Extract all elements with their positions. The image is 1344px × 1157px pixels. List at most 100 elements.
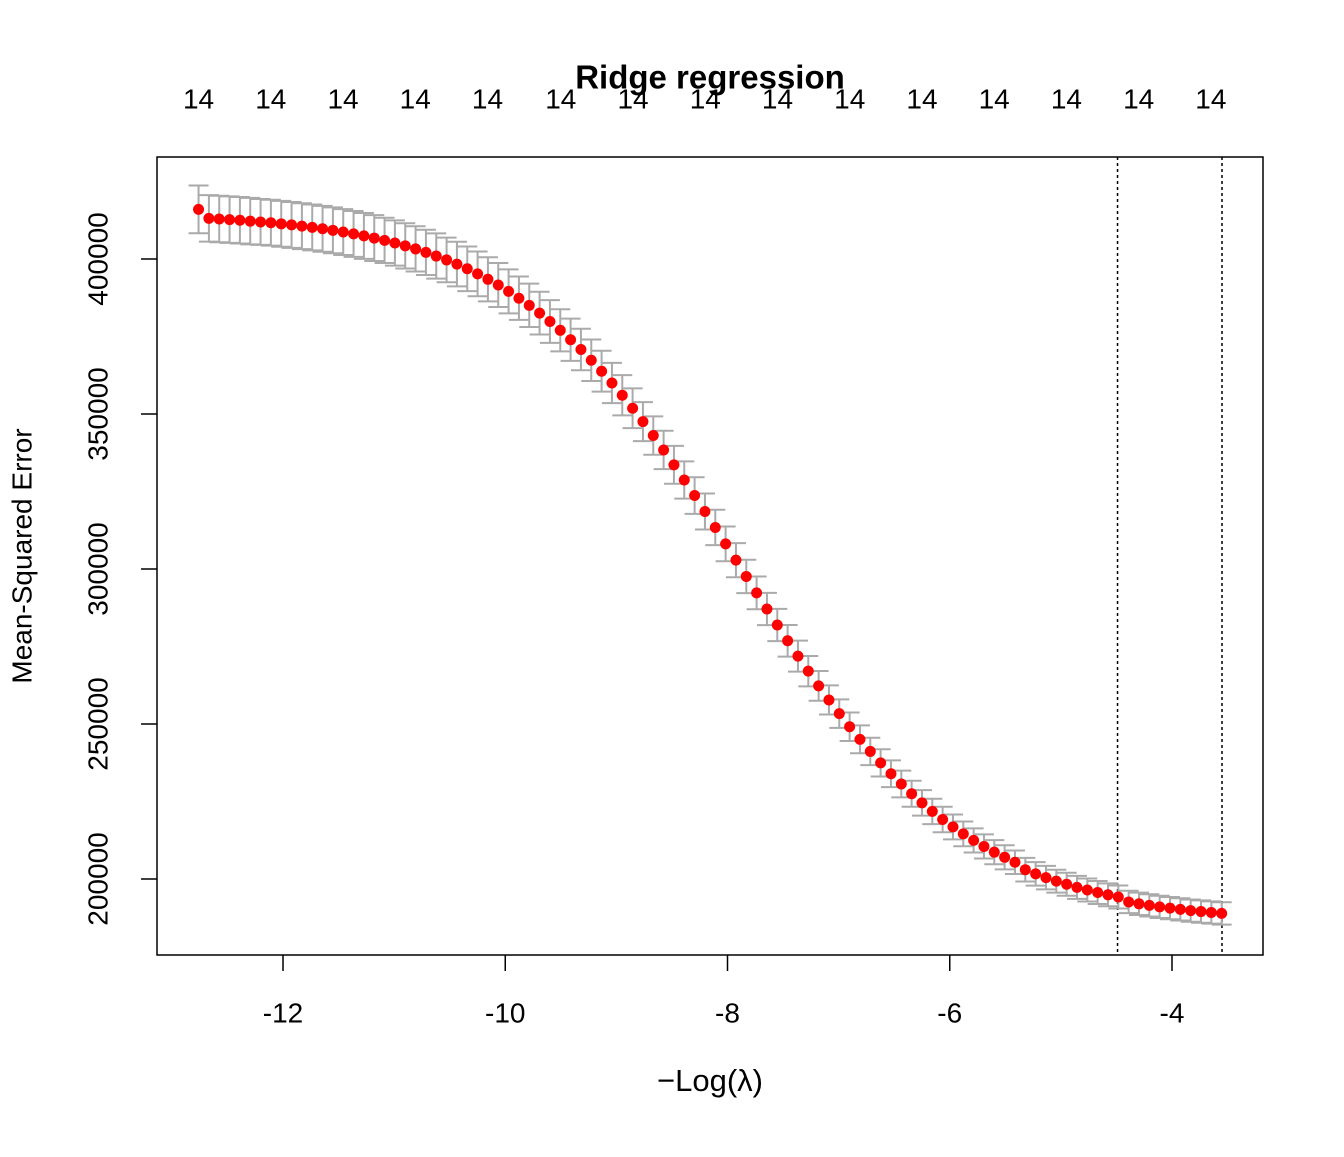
point	[1092, 886, 1104, 898]
y-tick-label: 300000	[82, 522, 113, 615]
point	[968, 834, 980, 846]
point	[317, 223, 329, 235]
top-tick-label: 14	[183, 83, 214, 114]
point	[885, 768, 897, 780]
top-tick-label: 14	[1051, 83, 1082, 114]
point	[782, 635, 794, 647]
point	[895, 778, 907, 790]
point	[771, 619, 783, 631]
point	[988, 846, 1000, 858]
x-tick-label: -6	[937, 997, 962, 1028]
y-tick-label: 250000	[82, 677, 113, 770]
point	[306, 221, 318, 233]
point	[1050, 875, 1062, 887]
point	[823, 694, 835, 706]
point	[534, 307, 546, 319]
point	[1143, 899, 1155, 911]
point	[461, 263, 473, 275]
point	[513, 292, 525, 304]
top-tick-label: 14	[906, 83, 937, 114]
point	[565, 334, 577, 346]
point	[813, 680, 825, 692]
point	[1071, 881, 1083, 893]
point	[203, 212, 215, 224]
point	[451, 258, 463, 270]
point	[265, 217, 277, 229]
point	[1030, 868, 1042, 880]
point	[213, 213, 225, 225]
point	[523, 299, 535, 311]
point	[1040, 872, 1052, 884]
top-tick-label: 14	[545, 83, 576, 114]
top-tick-label: 14	[1195, 83, 1226, 114]
point	[647, 430, 659, 442]
point	[699, 505, 711, 517]
point	[1009, 856, 1021, 868]
point	[492, 279, 504, 291]
x-tick-label: -4	[1160, 997, 1185, 1028]
point	[1019, 864, 1031, 876]
point	[420, 246, 432, 258]
point	[596, 365, 608, 377]
point	[482, 273, 494, 285]
point	[286, 219, 298, 231]
point	[947, 821, 959, 833]
plot-frame	[156, 156, 1264, 956]
point	[844, 721, 856, 733]
point	[658, 444, 670, 456]
point	[554, 324, 566, 336]
point	[616, 389, 628, 401]
y-axis-label: Mean-Squared Error	[6, 428, 37, 683]
point	[244, 215, 256, 227]
point	[296, 220, 308, 232]
point	[709, 521, 721, 533]
point	[926, 805, 938, 817]
point	[761, 603, 773, 615]
point	[978, 840, 990, 852]
point	[193, 203, 205, 215]
point	[999, 851, 1011, 863]
point	[1123, 896, 1135, 908]
point	[1154, 901, 1166, 913]
point	[275, 218, 287, 230]
point	[1133, 898, 1145, 910]
point	[854, 733, 866, 745]
point	[833, 708, 845, 720]
point	[689, 490, 701, 502]
point	[1174, 903, 1186, 915]
point	[740, 570, 752, 582]
point	[337, 226, 349, 238]
point	[792, 650, 804, 662]
top-tick-label: 14	[327, 83, 358, 114]
point	[678, 474, 690, 486]
point	[1102, 889, 1114, 901]
point	[379, 234, 391, 246]
x-tick-label: -12	[263, 997, 303, 1028]
point	[916, 797, 928, 809]
point	[875, 757, 887, 769]
point	[606, 377, 618, 389]
x-tick-label: -8	[715, 997, 740, 1028]
point	[410, 243, 422, 255]
point	[472, 268, 484, 280]
point	[575, 344, 587, 356]
y-tick-label: 350000	[82, 367, 113, 460]
chart-title: Ridge regression	[575, 59, 845, 96]
top-tick-label: 14	[617, 83, 648, 114]
top-tick-label: 14	[690, 83, 721, 114]
top-tick-label: 14	[255, 83, 286, 114]
point	[389, 237, 401, 249]
point	[637, 416, 649, 428]
point	[720, 538, 732, 550]
top-tick-label: 14	[400, 83, 431, 114]
y-tick-label: 200000	[82, 832, 113, 925]
top-tick-label: 14	[979, 83, 1010, 114]
top-tick-label: 14	[834, 83, 865, 114]
point	[368, 232, 380, 244]
point	[1112, 891, 1124, 903]
point	[358, 230, 370, 242]
point	[255, 216, 267, 228]
point	[1164, 902, 1176, 914]
y-tick-label: 400000	[82, 212, 113, 305]
